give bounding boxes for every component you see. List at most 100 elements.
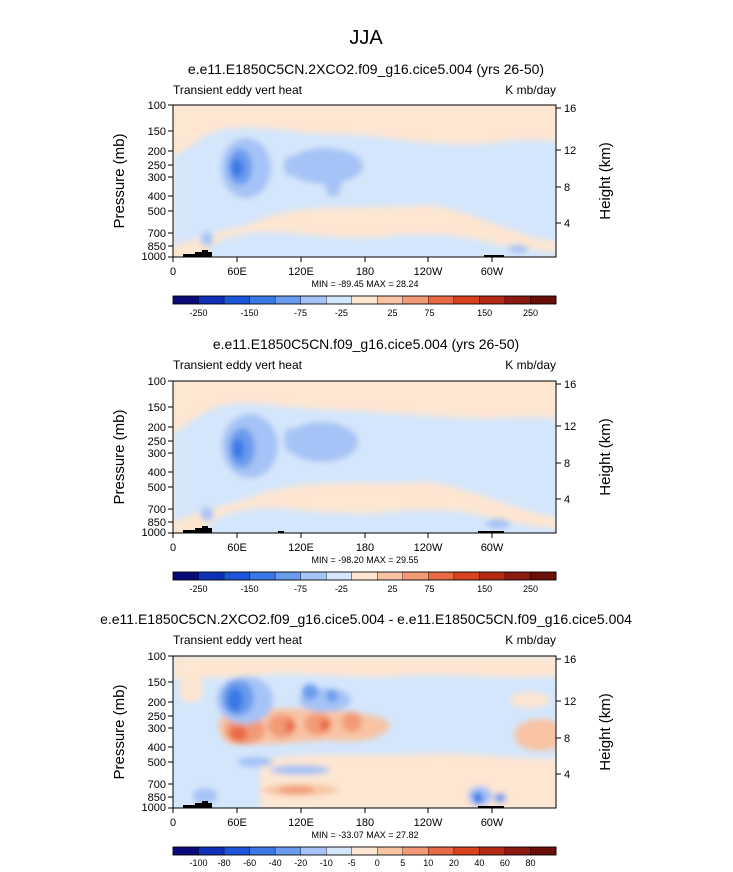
- colorbar-swatch: [351, 846, 378, 856]
- colorbar-swatch: [326, 571, 353, 581]
- height-tick: 8: [564, 182, 570, 194]
- panel-3-y-right-axis: 16 12 8 4: [556, 654, 576, 781]
- panel-1-y-right-axis: 16 12 8 4: [556, 103, 576, 230]
- colorbar-swatch: [453, 295, 480, 305]
- colorbar-swatch: [504, 295, 531, 305]
- x-tick: 120E: [288, 266, 314, 278]
- y-tick: 500: [148, 206, 166, 218]
- y-tick: 400: [148, 191, 166, 203]
- height-tick: 4: [564, 218, 570, 230]
- panel-2-units: K mb/day: [505, 358, 556, 372]
- x-tick: 120W: [414, 542, 443, 554]
- colorbar-label: -60: [243, 858, 256, 868]
- panel-1-units: K mb/day: [505, 83, 556, 97]
- x-tick: 120W: [414, 266, 443, 278]
- x-tick: 60E: [227, 542, 247, 554]
- height-tick: 8: [564, 733, 570, 745]
- colorbar-label: -20: [294, 858, 307, 868]
- colorbar-label: 150: [477, 308, 492, 318]
- colorbar-swatch: [377, 295, 404, 305]
- colorbar-label: 60: [500, 858, 510, 868]
- y-tick: 400: [148, 467, 166, 479]
- colorbar-swatch: [300, 571, 327, 581]
- colorbar-frame: [172, 571, 557, 581]
- height-tick: 16: [564, 379, 576, 391]
- y-tick: 200: [148, 422, 166, 434]
- colorbar-swatch: [351, 295, 378, 305]
- panel-1-colorbar: -250 -150 -75 -25 25 75 150 250: [172, 295, 557, 318]
- y-tick: 200: [148, 697, 166, 709]
- panel-3-contours: [173, 656, 556, 808]
- y-tick: 700: [148, 228, 166, 240]
- panel-2-ylabel: Pressure (mb): [111, 409, 128, 504]
- y-tick: 850: [148, 241, 166, 253]
- y-tick: 500: [148, 482, 166, 494]
- colorbar-swatch: [453, 571, 480, 581]
- y-tick: 250: [148, 160, 166, 172]
- colorbar-swatch: [453, 846, 480, 856]
- panel-1-stats: MIN = -89.45 MAX = 28.24: [311, 279, 418, 289]
- colorbar-label: 25: [387, 584, 397, 594]
- panel-1-ylabel: Pressure (mb): [111, 133, 128, 228]
- y-tick: 100: [148, 100, 166, 112]
- y-tick: 150: [148, 126, 166, 138]
- colorbar-swatch: [198, 846, 225, 856]
- x-tick: 60E: [227, 266, 247, 278]
- panel-2-title: e.e11.E1850C5CN.f09_g16.cice5.004 (yrs 2…: [213, 336, 519, 352]
- colorbar-boxes: [172, 846, 557, 856]
- y-tick: 400: [148, 742, 166, 754]
- colorbar-swatch: [377, 571, 404, 581]
- colorbar-label: 25: [387, 308, 397, 318]
- x-tick: 180: [356, 542, 374, 554]
- x-tick: 180: [356, 266, 374, 278]
- colorbar-swatch: [172, 295, 200, 305]
- colorbar-swatch: [198, 295, 225, 305]
- panel-3-x-axis: 0 60E 120E 180 120W 60W: [170, 808, 504, 829]
- y-tick: 250: [148, 711, 166, 723]
- colorbar-swatch: [223, 846, 251, 856]
- panel-1-y-axis: 100 150 200 250 300 400 500 700 850 1000: [142, 100, 173, 263]
- x-tick: 60E: [227, 817, 247, 829]
- colorbar-label: 0: [375, 858, 380, 868]
- colorbar-label: 75: [424, 584, 434, 594]
- colorbar-label: 250: [523, 584, 538, 594]
- colorbar-swatch: [504, 846, 531, 856]
- colorbar-swatch: [479, 571, 506, 581]
- y-tick: 300: [148, 723, 166, 735]
- colorbar-swatch: [402, 571, 429, 581]
- y-tick: 200: [148, 146, 166, 158]
- colorbar-label: -25: [335, 584, 348, 594]
- colorbar-label: 80: [525, 858, 535, 868]
- panel-2-ylabel-right: Height (km): [597, 418, 614, 496]
- colorbar-swatch: [326, 295, 353, 305]
- y-tick: 700: [148, 779, 166, 791]
- colorbar-label: 40: [474, 858, 484, 868]
- colorbar-swatch: [530, 846, 557, 856]
- height-tick: 16: [564, 103, 576, 115]
- colorbar-label: 250: [523, 308, 538, 318]
- panel-3-title: e.e11.E1850C5CN.2XCO2.f09_g16.cice5.004 …: [100, 611, 632, 627]
- panel-3-left-label: Transient eddy vert heat: [173, 633, 303, 647]
- colorbar-label: -100: [189, 858, 207, 868]
- colorbar-swatch: [428, 846, 455, 856]
- y-tick: 1000: [142, 527, 166, 539]
- colorbar-swatch: [249, 571, 276, 581]
- colorbar-label: 20: [449, 858, 459, 868]
- x-tick: 120E: [288, 817, 314, 829]
- colorbar-swatch: [377, 846, 404, 856]
- y-tick: 100: [148, 376, 166, 388]
- x-tick: 0: [170, 266, 176, 278]
- x-tick: 120E: [288, 542, 314, 554]
- colorbar-label: 150: [477, 584, 492, 594]
- panel-1-x-axis: 0 60E 120E 180 120W 60W: [170, 257, 504, 278]
- colorbar-swatch: [402, 846, 429, 856]
- y-tick: 500: [148, 757, 166, 769]
- colorbar-label: -5: [348, 858, 356, 868]
- height-tick: 12: [564, 145, 576, 157]
- panel-3-y-axis: 100 150 200 250 300 400 500 700 850 1000: [142, 651, 173, 814]
- colorbar-label: -40: [269, 858, 282, 868]
- colorbar-swatch: [274, 846, 302, 856]
- colorbar-swatch: [300, 295, 327, 305]
- panel-3-colorbar: -100 -80 -60 -40 -20 -10 -5 0 5 10 20 40…: [172, 846, 557, 868]
